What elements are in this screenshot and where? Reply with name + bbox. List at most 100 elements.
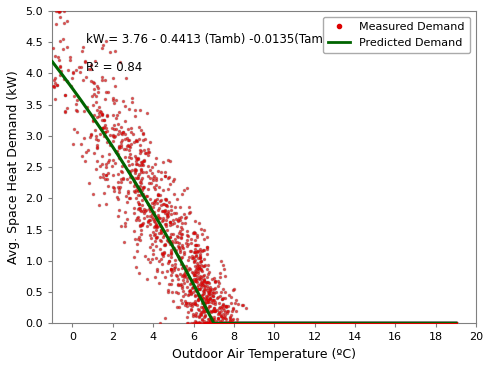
Point [324,321,332,326]
Point [244,321,252,326]
Point [300,321,308,326]
Point [174,217,182,223]
Point [375,321,383,326]
Point [161,274,169,280]
Point [317,321,325,326]
Point [296,321,304,326]
Point [69,69,77,75]
Point [432,321,440,326]
Point [291,321,299,326]
Point [268,321,276,326]
Point [287,321,295,326]
Point [435,321,443,326]
Point [349,321,357,326]
Point [451,321,459,326]
Point [421,321,429,326]
Point [366,321,373,326]
Point [127,141,135,147]
Point [112,98,120,103]
Point [216,321,223,326]
Point [378,321,386,326]
Point [344,321,352,326]
Point [351,321,359,326]
Point [272,321,280,326]
Point [297,321,305,326]
Point [400,321,408,326]
Point [178,273,186,279]
Point [329,321,337,326]
Point [442,321,450,326]
Point [425,321,433,326]
Point [251,321,259,326]
Point [423,321,431,326]
Point [277,321,285,326]
Point [418,321,426,326]
Point [96,108,104,114]
Point [239,321,247,326]
Point [78,153,86,159]
Point [412,321,420,326]
Point [444,321,452,326]
Point [439,321,447,326]
Point [295,321,303,326]
Point [351,321,359,326]
Point [271,321,279,326]
Point [278,321,286,326]
Point [318,321,326,326]
Point [304,321,312,326]
Point [312,321,319,326]
Point [164,252,172,258]
Point [161,210,169,216]
Point [424,321,432,326]
Point [332,321,340,326]
Point [246,321,254,326]
Point [291,321,299,326]
Point [376,321,384,326]
Point [430,321,438,326]
Point [428,321,436,326]
Point [400,321,408,326]
Point [423,321,431,326]
Point [441,321,449,326]
Point [219,321,226,326]
Point [164,269,171,275]
Point [391,321,398,326]
Point [301,321,309,326]
Point [370,321,378,326]
Point [321,321,329,326]
Point [336,321,344,326]
Point [404,321,412,326]
Point [103,128,111,134]
Point [162,173,170,179]
Point [199,273,207,279]
Point [432,321,440,326]
Point [438,321,446,326]
Point [101,129,109,135]
Point [258,321,266,326]
Point [334,321,342,326]
Point [375,321,383,326]
Point [432,321,440,326]
Point [54,54,62,60]
Point [400,321,408,326]
Point [225,321,233,326]
Point [417,321,425,326]
Point [143,276,151,282]
Point [314,321,322,326]
Point [254,321,262,326]
Point [415,321,423,326]
Point [445,321,453,326]
Point [400,321,408,326]
Point [438,321,445,326]
Point [336,321,343,326]
Point [230,321,238,326]
Point [152,181,160,187]
Point [338,321,345,326]
Point [264,321,271,326]
Point [443,321,451,326]
Point [327,321,335,326]
Point [366,321,373,326]
Point [325,321,333,326]
Point [339,321,347,326]
Point [316,321,324,326]
